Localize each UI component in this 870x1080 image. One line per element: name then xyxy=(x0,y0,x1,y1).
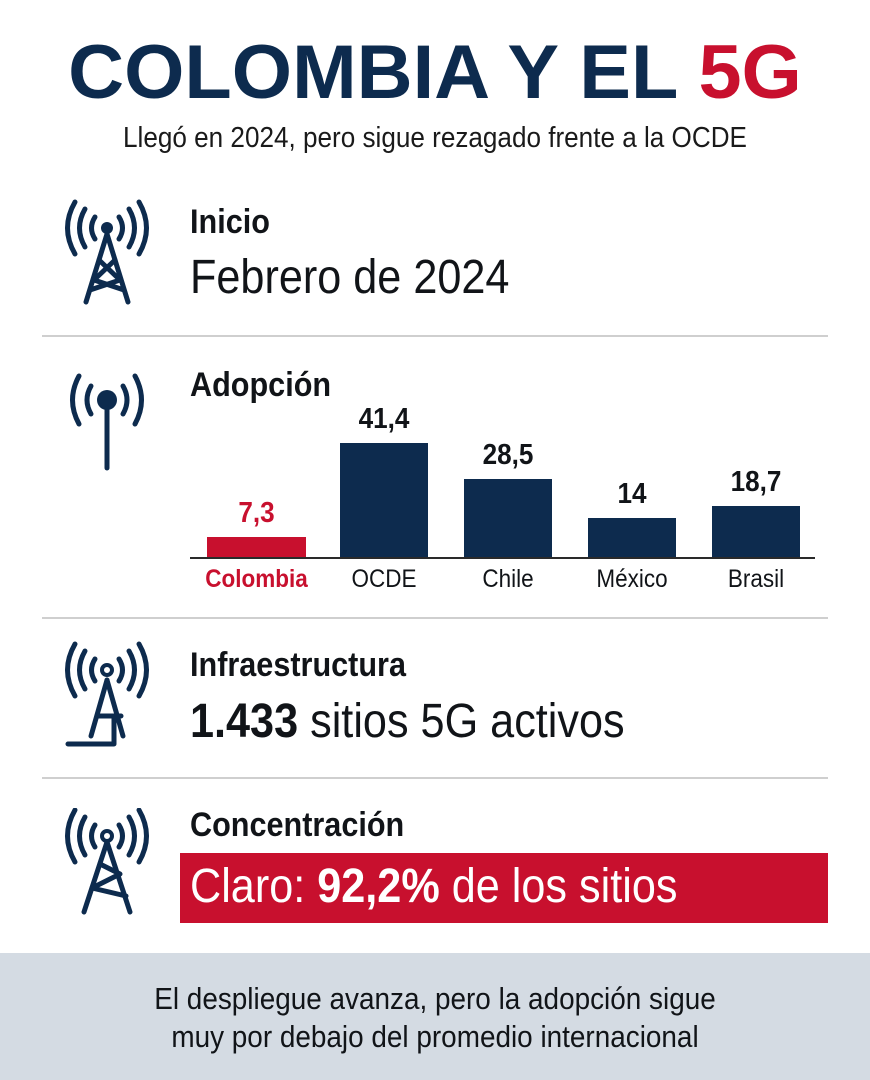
cell-tower-icon xyxy=(62,198,152,308)
operator-name: Claro: xyxy=(190,860,318,913)
cell-tower-icon xyxy=(62,807,152,918)
footer-line-2: muy por debajo del promedio internaciona… xyxy=(171,1019,699,1054)
title-main: COLOMBIA Y EL xyxy=(68,30,699,115)
category-label: México xyxy=(596,565,668,593)
concentration-highlight: Claro: 92,2% de los sitios xyxy=(180,853,828,923)
sites-count: 1.433 xyxy=(190,695,299,748)
value-label: 14 xyxy=(617,478,647,511)
value-label: 7,3 xyxy=(238,496,275,529)
antenna-icon xyxy=(62,368,152,478)
sites-description: sitios 5G activos xyxy=(298,695,625,748)
share-percent: 92,2% xyxy=(317,860,440,913)
chart-baseline xyxy=(190,557,815,559)
title-accent: 5G xyxy=(698,30,802,115)
divider xyxy=(42,617,828,619)
value-label: 18,7 xyxy=(730,465,782,498)
bar-ocde xyxy=(340,443,428,557)
divider xyxy=(42,335,828,337)
adoption-chart: 7,3 Colombia 41,4 OCDE 28,5 Chile 14 México 18,7… xyxy=(180,400,830,610)
concentration-value: Claro: 92,2% de los sitios xyxy=(190,859,677,914)
page-subtitle: Llegó en 2024, pero sigue rezagado frent… xyxy=(123,122,747,154)
infraestructura-label: Infraestructura xyxy=(190,646,406,684)
category-label: OCDE xyxy=(351,565,417,593)
footer-banner: El despliegue avanza, pero la adopción s… xyxy=(0,953,870,1080)
inicio-value: Febrero de 2024 xyxy=(190,251,510,304)
page-title: COLOMBIA Y EL 5G xyxy=(0,28,870,118)
share-description: de los sitios xyxy=(439,860,678,913)
bar-brasil xyxy=(712,505,800,557)
bar-chile xyxy=(464,478,552,557)
inicio-label: Inicio xyxy=(190,203,270,241)
category-label: Chile xyxy=(482,565,534,593)
value-label: 28,5 xyxy=(482,438,534,471)
cell-tower-icon xyxy=(62,640,152,750)
category-label: Brasil xyxy=(727,565,785,593)
bar-méxico xyxy=(588,518,676,557)
concentracion-label: Concentración xyxy=(190,806,405,844)
value-label: 41,4 xyxy=(358,403,410,435)
category-label: Colombia xyxy=(205,565,308,593)
bar-colombia xyxy=(207,536,306,557)
adopcion-label: Adopción xyxy=(190,366,332,404)
divider xyxy=(42,777,828,779)
footer-line-1: El despliegue avanza, pero la adopción s… xyxy=(154,981,716,1016)
infraestructura-value: 1.433 sitios 5G activos xyxy=(190,694,625,749)
